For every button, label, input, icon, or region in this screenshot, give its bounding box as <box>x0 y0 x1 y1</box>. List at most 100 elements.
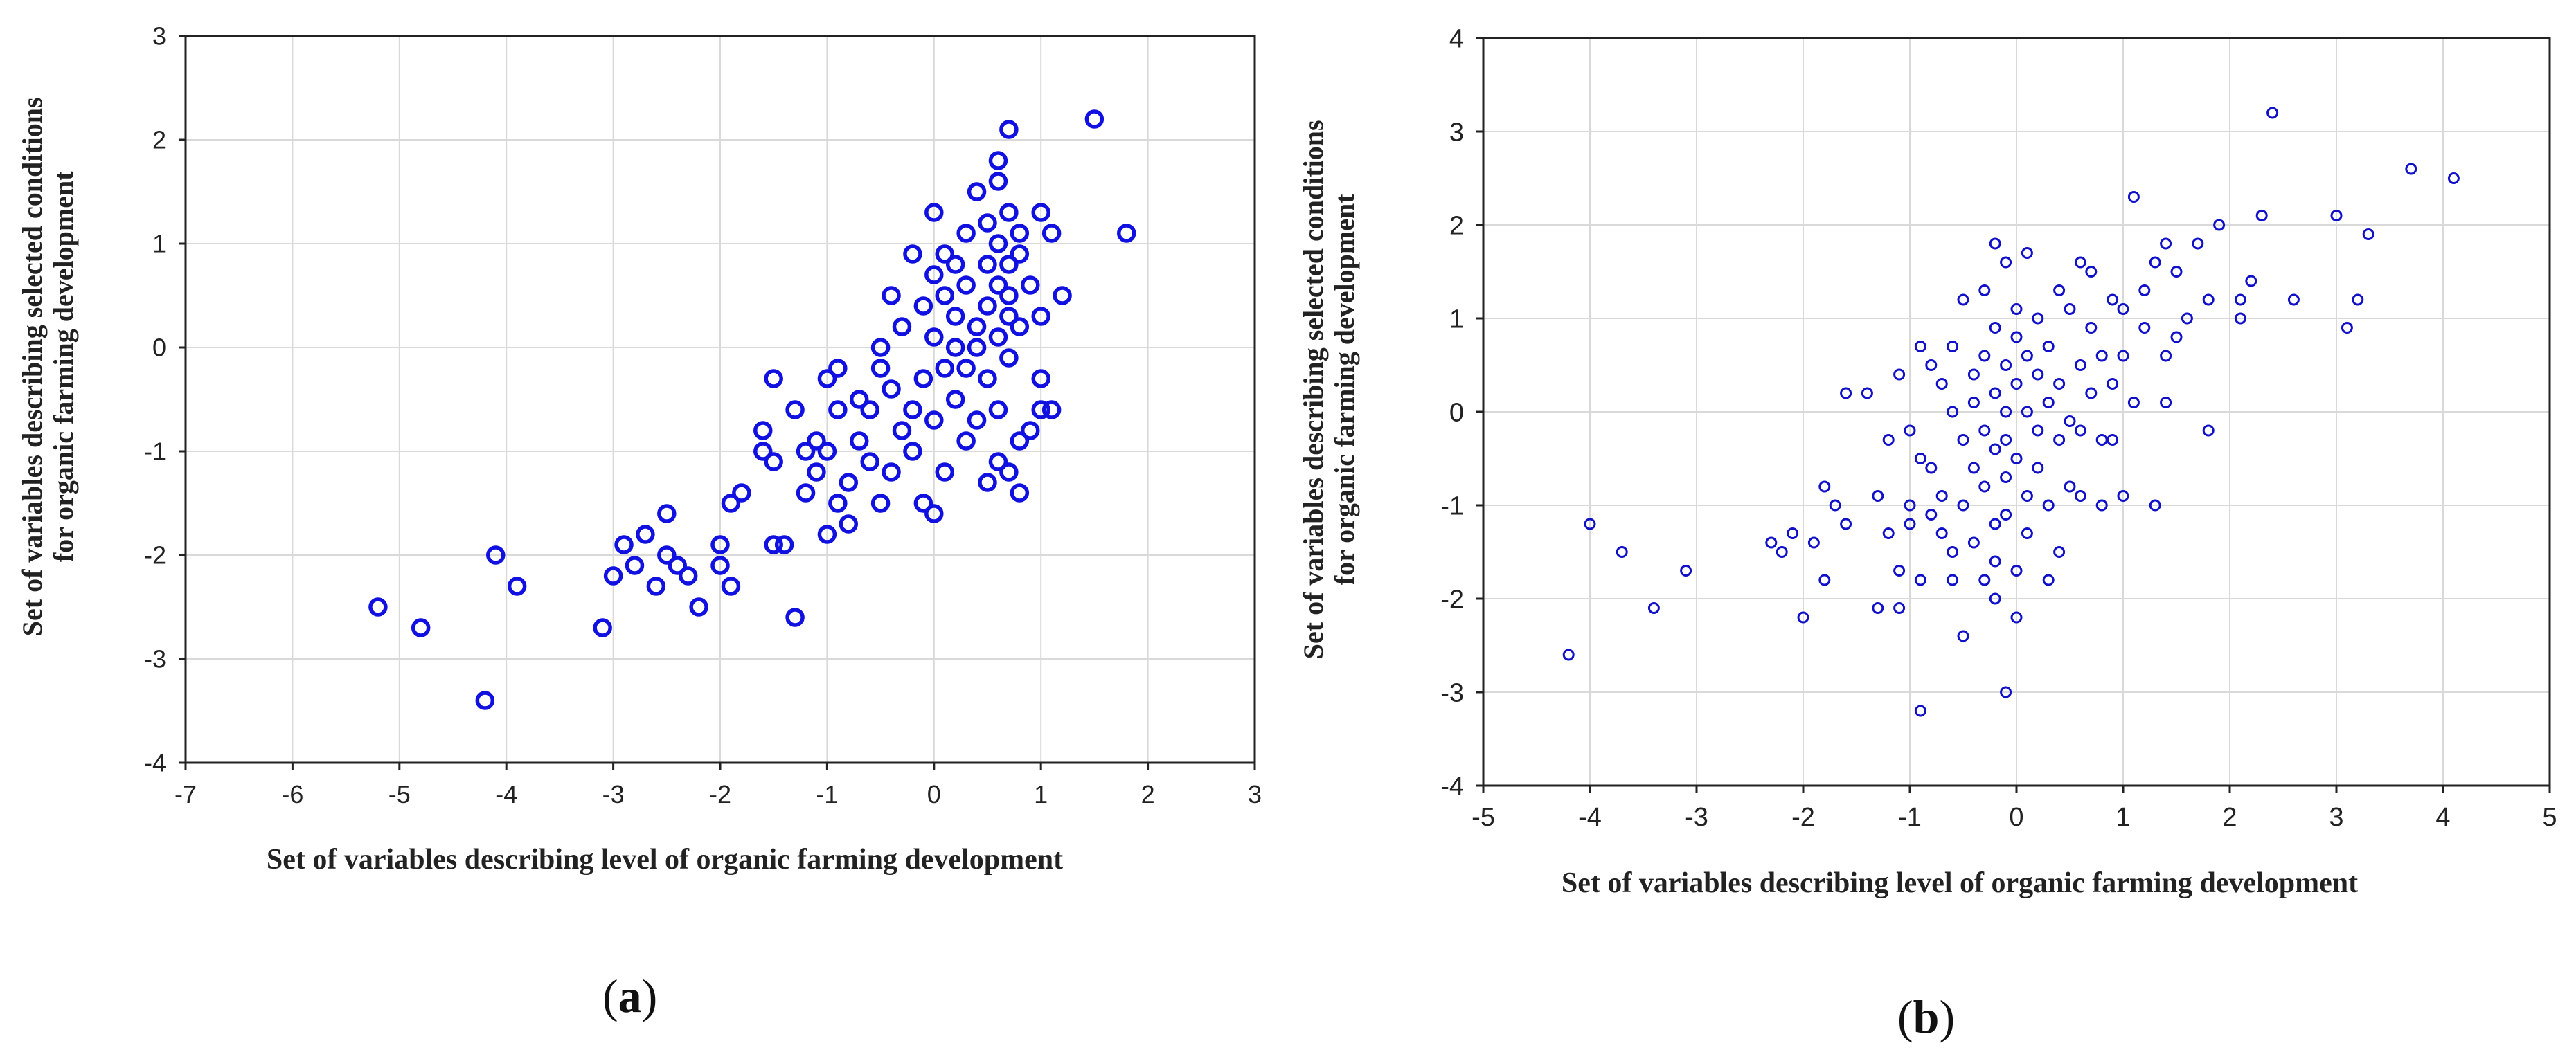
data-point <box>2021 350 2033 362</box>
data-point <box>999 255 1019 274</box>
data-point <box>1776 546 1788 558</box>
data-point <box>2138 284 2151 296</box>
data-point <box>2095 499 2108 512</box>
data-point <box>839 473 859 492</box>
data-point <box>1914 453 1926 464</box>
data-point <box>1787 527 1799 539</box>
data-point <box>1010 483 1030 503</box>
data-point <box>2010 611 2023 624</box>
data-point <box>1584 518 1596 530</box>
data-point <box>1978 480 1991 493</box>
data-point <box>999 286 1019 305</box>
data-point <box>2107 378 2119 390</box>
y-tick-label: 1 <box>152 230 166 258</box>
data-point <box>2000 256 2012 269</box>
data-point <box>2085 387 2098 399</box>
data-point <box>2330 210 2343 221</box>
data-point <box>903 244 922 264</box>
x-tick-label: 3 <box>1248 780 1262 808</box>
data-point <box>710 535 730 554</box>
scatter-chart-a: -7 -6 -5 -4 -3 -2 -1 0 1 2 3 -4 -3 -2 -1 0 1 2 3 Set of va… <box>17 22 1262 1022</box>
x-tick-label: 1 <box>2116 803 2130 832</box>
data-point <box>2266 107 2279 119</box>
data-point <box>2447 172 2460 184</box>
data-point <box>860 452 879 471</box>
data-point <box>785 608 805 627</box>
x-tick-label: -4 <box>1578 803 1602 832</box>
data-point <box>2074 359 2086 371</box>
data-point <box>2074 490 2086 502</box>
data-point <box>945 307 965 326</box>
data-point <box>999 462 1019 482</box>
data-point <box>1957 434 1969 446</box>
data-point <box>1947 546 1959 558</box>
data-point <box>817 442 837 461</box>
data-point <box>924 327 944 347</box>
data-point <box>956 275 976 295</box>
data-point <box>507 577 527 596</box>
data-point <box>636 525 655 544</box>
data-point <box>764 452 783 471</box>
data-point <box>2362 228 2374 240</box>
y-tick-label: -4 <box>144 749 166 777</box>
x-tick-label: -1 <box>1898 803 1922 832</box>
data-point <box>1818 480 1831 493</box>
data-point <box>2064 480 2076 493</box>
data-point <box>2085 266 2098 278</box>
data-point <box>2074 256 2086 269</box>
data-point <box>2149 499 2161 512</box>
data-point <box>1010 224 1030 243</box>
data-point <box>1116 224 1136 243</box>
data-point <box>2000 471 2012 483</box>
data-point <box>1925 462 1938 474</box>
data-point <box>1989 555 2001 568</box>
data-point <box>1053 286 1072 305</box>
data-point <box>2170 331 2183 343</box>
data-point <box>1957 293 1969 306</box>
data-point <box>978 296 997 316</box>
data-point <box>2202 293 2215 306</box>
y-tick-label: -1 <box>144 437 166 466</box>
data-point <box>2074 424 2086 437</box>
x-tick-label: -2 <box>709 780 731 808</box>
data-point <box>967 410 987 430</box>
data-point <box>828 400 848 419</box>
data-point <box>1872 602 1884 614</box>
data-point <box>1935 490 1948 502</box>
data-point <box>1882 527 1895 539</box>
data-point <box>882 379 901 399</box>
data-point <box>2117 490 2129 502</box>
data-point <box>935 244 954 264</box>
data-point <box>882 286 901 305</box>
data-point <box>2127 191 2140 203</box>
data-point <box>978 255 997 274</box>
data-point <box>892 317 912 336</box>
data-point <box>1904 424 1916 437</box>
data-point <box>1765 536 1778 549</box>
data-point <box>924 203 944 222</box>
data-point <box>710 556 730 575</box>
data-point <box>689 597 708 617</box>
data-point <box>978 213 997 233</box>
data-point <box>1957 499 1969 512</box>
data-point <box>2042 499 2055 512</box>
data-point <box>2010 453 2023 464</box>
data-point <box>753 421 773 440</box>
y-axis-label-b-line-1: Set of variables describing selected con… <box>1298 120 1330 660</box>
data-point <box>1031 400 1050 419</box>
data-point <box>1807 536 1820 549</box>
data-point <box>988 172 1008 191</box>
data-point <box>2042 341 2055 352</box>
data-point <box>2181 312 2193 325</box>
data-point <box>2000 686 2012 698</box>
data-point <box>1021 421 1040 440</box>
data-point <box>1031 307 1050 326</box>
data-point <box>2010 565 2023 577</box>
data-point <box>1989 518 2001 530</box>
data-point <box>2160 350 2172 362</box>
data-point <box>1829 499 1841 512</box>
y-tick-label: -2 <box>144 541 166 570</box>
caption-b: (b) <box>1897 990 1956 1043</box>
data-point <box>753 442 773 461</box>
data-point <box>796 442 816 461</box>
